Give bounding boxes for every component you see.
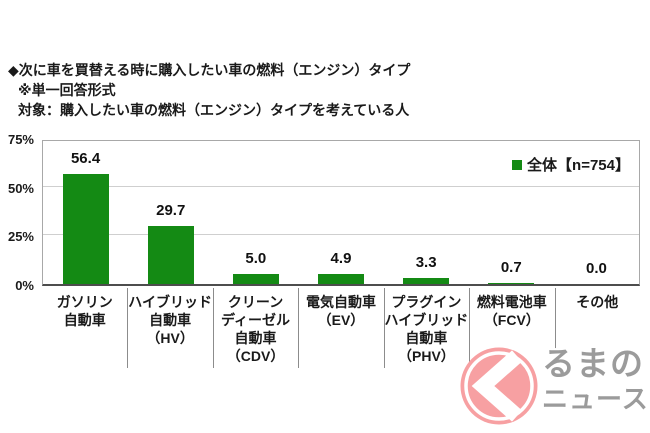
category-label-line: （EV） xyxy=(317,312,365,328)
category-label-line: ハイブリッド xyxy=(128,294,212,310)
bar xyxy=(147,226,194,284)
y-tick-label: 0% xyxy=(15,278,34,293)
category-divider xyxy=(469,288,470,368)
site-logo-line1: るまの xyxy=(542,345,644,382)
category-label-line: （HV） xyxy=(146,330,194,346)
site-logo-line2: ニュース xyxy=(542,384,649,414)
category-label-line: （CDV） xyxy=(226,348,285,364)
category-label-line: 燃料電池車 xyxy=(476,294,547,310)
category-divider xyxy=(555,288,556,368)
category-label-line: ハイブリッド xyxy=(384,312,469,328)
y-axis: 75% 50% 25% 0% xyxy=(0,132,36,293)
category-label-line: 自動車 xyxy=(63,312,106,328)
category-label: ガソリン 自動車 xyxy=(42,290,127,365)
category-label: 燃料電池車 （FCV） xyxy=(469,290,554,365)
category-label-line: 電気自動車 xyxy=(305,294,376,310)
site-logo: るまの ニュース xyxy=(459,346,650,433)
site-logo-text: るまの ニュース xyxy=(542,347,649,412)
legend-label: 全体【n=754】 xyxy=(527,157,630,174)
bar-value-label: 4.9 xyxy=(330,250,352,268)
category-label: ハイブリッド 自動車 （HV） xyxy=(127,290,212,365)
category-label-line: 自動車 xyxy=(405,330,448,346)
gridline xyxy=(43,234,639,236)
category-label-line: プラグイン xyxy=(391,294,462,310)
bar xyxy=(232,274,279,284)
bar-value-label: 29.7 xyxy=(156,202,186,220)
category-label-line: ガソリン xyxy=(56,294,113,310)
bar-column: 56.4 xyxy=(43,141,128,284)
bar-value-label: 5.0 xyxy=(245,250,267,268)
category-label-line: 自動車 xyxy=(234,330,277,346)
category-label-line: （FCV） xyxy=(483,312,540,328)
plot-area: 56.4 29.7 5.0 4.9 3.3 0.7 0.0 全体【n=754】 xyxy=(42,140,640,286)
bar-value-label: 56.4 xyxy=(70,150,101,168)
legend-swatch-icon xyxy=(512,159,523,170)
bar xyxy=(403,277,450,284)
category-label-line: その他 xyxy=(576,294,619,310)
category-label: 電気自動車 （EV） xyxy=(298,290,383,365)
category-label-line: 自動車 xyxy=(149,312,192,328)
bar xyxy=(488,282,535,284)
gridline xyxy=(43,185,639,187)
y-tick-label: 75% xyxy=(7,132,34,147)
kuruma-ku-icon xyxy=(460,347,538,425)
category-label: その他 xyxy=(555,290,640,365)
category-divider xyxy=(384,288,385,368)
chart-note-target: 対象：購入したい車の燃料（エンジン）タイプを考えている人 xyxy=(18,102,410,118)
chart-header: ◆次に車を買替える時に購入したい車の燃料（エンジン）タイプ ※単一回答形式 対象… xyxy=(8,60,410,120)
bar-column: 29.7 xyxy=(128,141,213,284)
category-divider xyxy=(127,288,128,368)
category-label: クリーンディーゼル自動車 （CDV） xyxy=(213,290,298,365)
bar-column: 4.9 xyxy=(298,141,383,284)
category-label-line: クリーン xyxy=(227,294,284,310)
category-divider xyxy=(213,288,214,368)
chart-note-format: ※単一回答形式 xyxy=(18,82,116,98)
bar-column: 0.7 xyxy=(469,141,554,284)
bar xyxy=(317,274,364,284)
bar xyxy=(62,174,109,284)
y-tick-label: 50% xyxy=(7,180,34,196)
category-label-line: （PHV） xyxy=(398,348,455,364)
bar-value-label: 3.3 xyxy=(415,253,437,271)
category-label: プラグインハイブリッド 自動車 （PHV） xyxy=(384,290,469,365)
bar-value-label: 0.0 xyxy=(585,260,607,277)
bars-row: 56.4 29.7 5.0 4.9 3.3 0.7 0.0 xyxy=(43,141,639,284)
y-tick-label: 25% xyxy=(7,229,34,245)
chart-title: ◆次に車を買替える時に購入したい車の燃料（エンジン）タイプ xyxy=(8,62,411,78)
chart-legend: 全体【n=754】 xyxy=(512,154,630,175)
bar-value-label: 0.7 xyxy=(500,258,522,276)
category-axis: ガソリン 自動車 ハイブリッド 自動車 （HV） クリーン ディーゼル 自動車 （CDV） 電気自… xyxy=(42,290,640,365)
bar-column: 3.3 xyxy=(384,141,469,284)
bar-column: 0.0 xyxy=(554,141,639,284)
category-label-line: ディーゼル xyxy=(221,312,291,328)
bar-column: 5.0 xyxy=(213,141,298,284)
category-divider xyxy=(298,288,299,368)
